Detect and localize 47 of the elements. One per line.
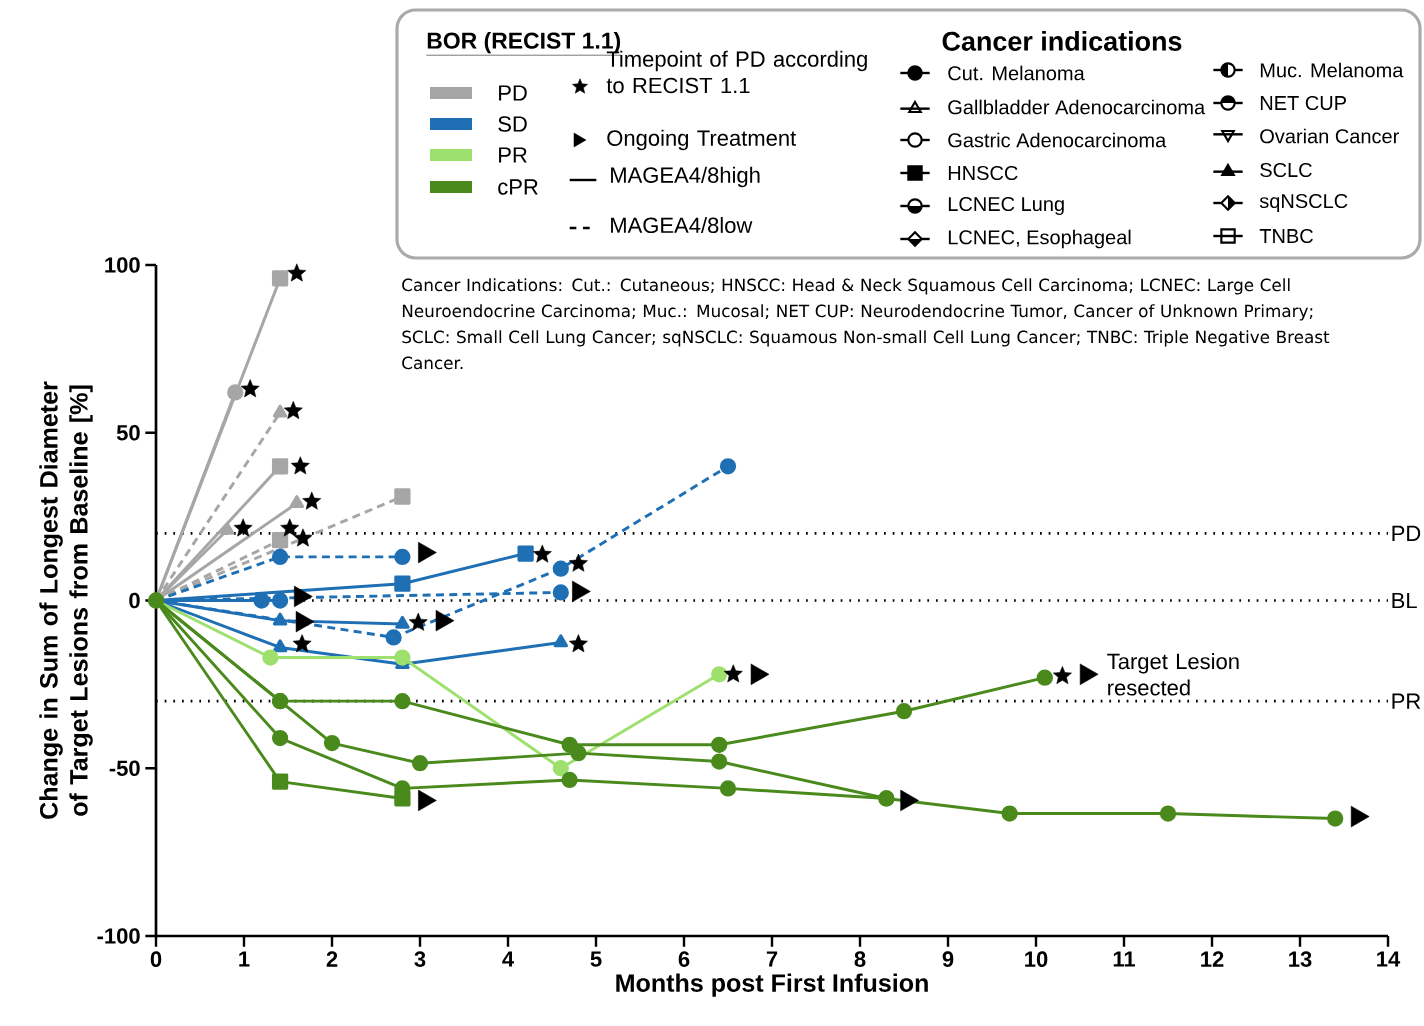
x-tick-label: 2 [326,951,338,967]
annotation: Cancer Indications: Cut.: Cutaneous; HNSCC: Head & Neck Squamous Cell Carcinoma; LCNEC: Large Cell Neuroendocrine Carcinoma; Muc.: Mucosal; NET CUP: Neurodendocrine Tumor, Cancer of Unknown Primary; SCLC: Small Cell Lung Cancer; sqNSCLC: Squamous Non-small Cell Lung Cancer; TNBC: Triple Negative Breast Cancer. [402,278,1330,370]
text: Gallbladder Adenocarcinoma [948,99,1206,115]
text: NET CUP [1260,95,1346,111]
text: Gastric Adenocarcinoma [948,132,1167,148]
y-tick-label: 50 [116,424,140,441]
annotation: Target Lesion resected [1107,653,1239,696]
text: Cancer indications [942,31,1182,51]
x-tick-label: 11 [1113,951,1136,967]
x-tick-label: 7 [766,951,778,967]
x-tick-label: 4 [502,951,514,967]
text: MAGEA4/8high [611,166,760,188]
text: SCLC [1260,162,1312,178]
text: HNSCC [948,165,1018,181]
x-tick-label: 13 [1289,951,1312,967]
text: Cut. Melanoma [948,65,1085,81]
ref-line-label: PD [1392,525,1421,541]
y-tick-label: 100 [105,257,140,273]
x-tick-label: 0 [150,951,162,967]
legend-label: PD [499,85,527,101]
text: Ovarian Cancer [1260,128,1399,144]
legend-label: cPR [498,179,538,195]
text: MAGEA4/8low [611,216,753,234]
x-tick-label: 1 [239,951,250,967]
x-tick-label: 5 [590,951,602,967]
x-tick-label: 6 [678,951,690,967]
y-tick-label: -100 [97,928,140,944]
text: LCNEC Lung [948,196,1064,216]
ref-line-label: PR [1392,693,1421,709]
x-tick-label: 3 [414,951,426,967]
x-tick-label: 14 [1377,951,1401,967]
x-axis-title: Months post First Infusion [616,973,928,997]
x-tick-label: 8 [854,951,866,967]
text: sqNSCLC [1259,193,1348,213]
text: Muc. Melanoma [1260,62,1404,78]
legend-label: Ongoing Treatment [607,129,797,151]
ref-line-label: BL [1392,592,1417,609]
x-tick-label: 10 [1025,951,1048,967]
legend-label: PR [499,147,527,163]
text: TNBC [1259,228,1313,244]
y-tick-label: 0 [129,592,140,609]
x-tick-label: 12 [1201,951,1224,967]
text: LCNEC, Esophageal [948,229,1131,249]
y-axis-title: Change in Sum of Longest Diameter of Target Lesions from Baseline [%] [39,381,93,819]
y-tick-label: -50 [109,760,140,777]
x-tick-label: 9 [942,951,954,967]
legend-label: SD [498,116,527,132]
